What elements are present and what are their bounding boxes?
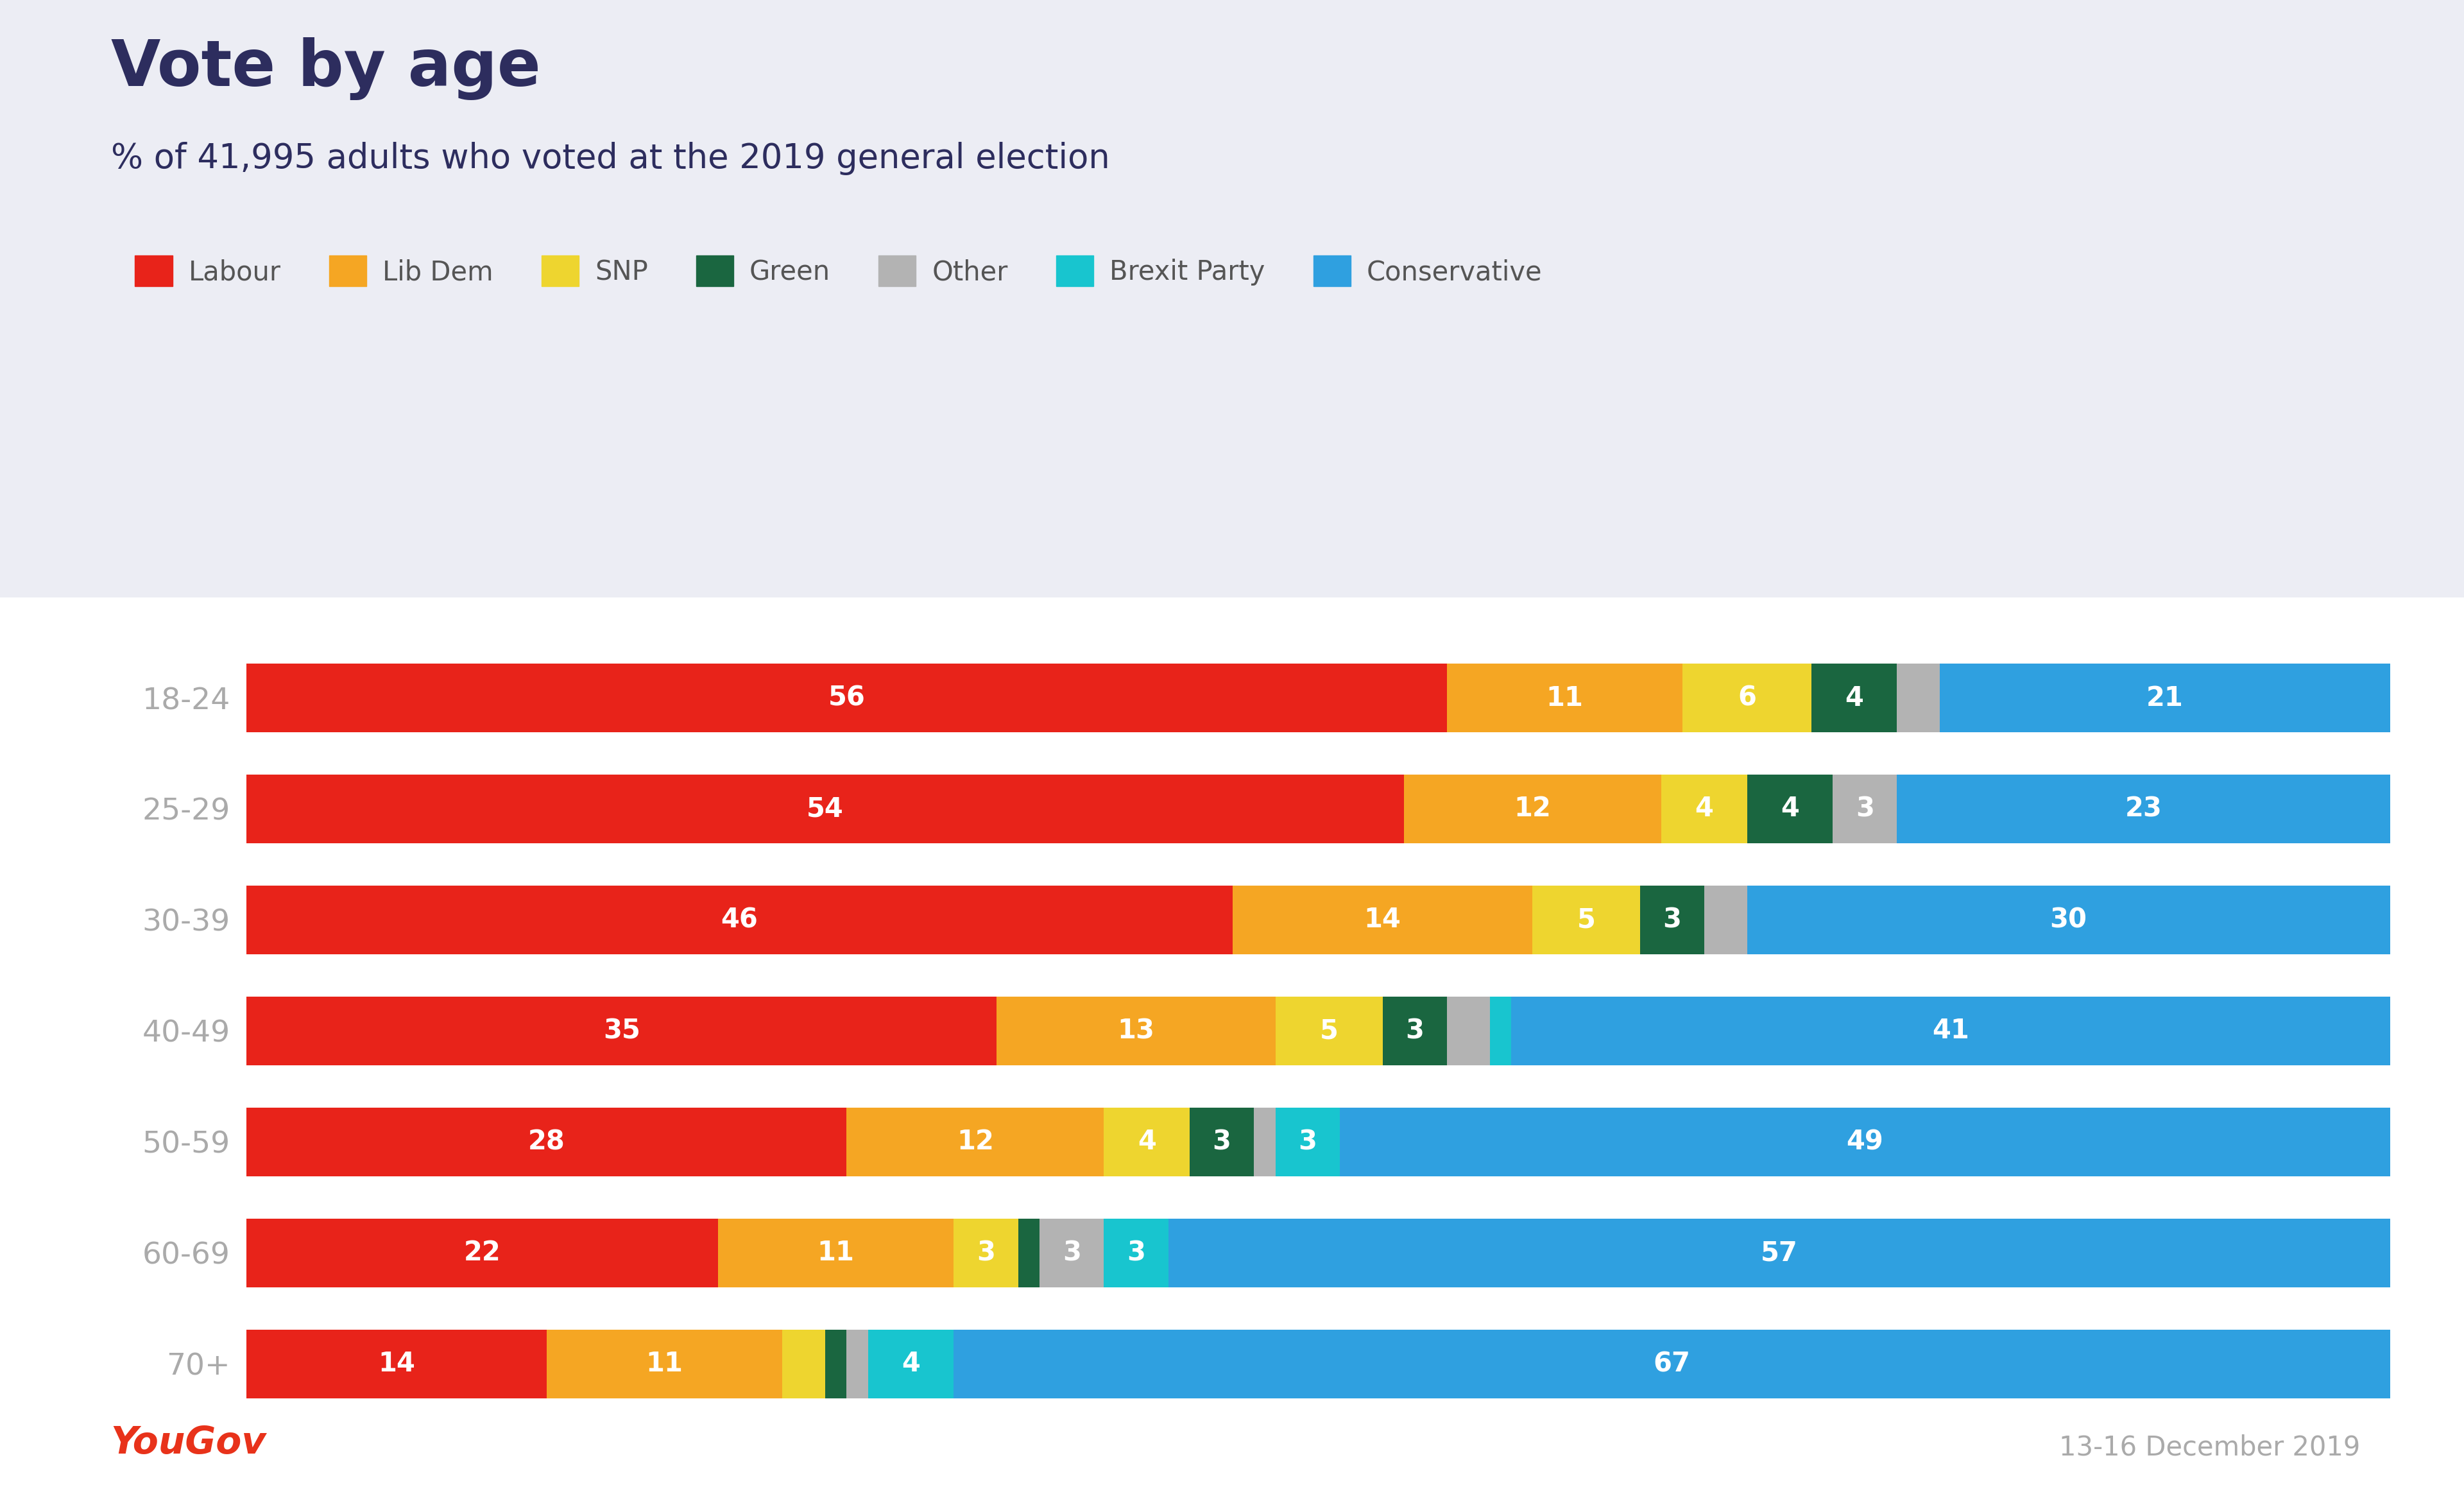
Text: 11: 11	[1545, 684, 1584, 711]
Bar	[784, 1330, 825, 1398]
Bar	[1747, 774, 1833, 843]
Bar	[246, 886, 1232, 955]
Bar	[1641, 886, 1705, 955]
Text: 41: 41	[1932, 1017, 1969, 1044]
Text: 4: 4	[1781, 795, 1799, 822]
Text: 4: 4	[1695, 795, 1712, 822]
Bar	[1533, 886, 1641, 955]
Text: 14: 14	[1365, 907, 1402, 934]
Bar	[1897, 663, 1939, 732]
Text: 3: 3	[1299, 1128, 1316, 1155]
Bar	[246, 1219, 717, 1288]
Text: 3: 3	[1404, 1017, 1424, 1044]
Bar	[1897, 774, 2390, 843]
Bar	[1104, 1219, 1168, 1288]
Bar	[954, 1330, 2390, 1398]
Text: 56: 56	[828, 684, 865, 711]
Bar	[1276, 996, 1382, 1065]
Text: 11: 11	[646, 1351, 683, 1377]
Text: 23: 23	[2124, 795, 2161, 822]
Bar	[1254, 1107, 1276, 1176]
Bar	[1811, 663, 1897, 732]
Text: 5: 5	[1577, 907, 1597, 934]
Bar	[246, 774, 1404, 843]
Text: 35: 35	[604, 1017, 641, 1044]
Text: 6: 6	[1737, 684, 1757, 711]
Bar	[848, 1107, 1104, 1176]
Bar	[1747, 886, 2390, 955]
Text: 11: 11	[818, 1240, 855, 1267]
Text: 49: 49	[1846, 1128, 1882, 1155]
Bar	[1040, 1219, 1104, 1288]
Text: 57: 57	[1762, 1240, 1799, 1267]
Text: YouGov: YouGov	[111, 1425, 266, 1461]
Bar	[1404, 774, 1661, 843]
Bar	[246, 663, 1446, 732]
Bar	[246, 1330, 547, 1398]
Text: 54: 54	[806, 795, 843, 822]
Text: 3: 3	[976, 1240, 995, 1267]
Text: 12: 12	[1513, 795, 1552, 822]
Bar	[1168, 1219, 2390, 1288]
Text: 3: 3	[1126, 1240, 1146, 1267]
Text: 13: 13	[1116, 1017, 1156, 1044]
Bar	[954, 1219, 1018, 1288]
Bar	[825, 1330, 848, 1398]
Text: 4: 4	[1846, 684, 1863, 711]
Text: % of 41,995 adults who voted at the 2019 general election: % of 41,995 adults who voted at the 2019…	[111, 142, 1109, 175]
Bar	[1340, 1107, 2390, 1176]
Bar	[1446, 663, 1683, 732]
Text: 14: 14	[377, 1351, 414, 1377]
Text: 3: 3	[1212, 1128, 1232, 1155]
Bar	[1018, 1219, 1040, 1288]
Text: 3: 3	[1062, 1240, 1082, 1267]
Text: 3: 3	[1663, 907, 1680, 934]
Text: 28: 28	[527, 1128, 564, 1155]
Text: 3: 3	[1855, 795, 1875, 822]
Bar	[1446, 996, 1491, 1065]
Bar	[1190, 1107, 1254, 1176]
Text: Vote by age: Vote by age	[111, 37, 540, 100]
Bar	[717, 1219, 954, 1288]
Bar	[1491, 996, 1510, 1065]
Text: 4: 4	[1138, 1128, 1156, 1155]
Bar	[867, 1330, 954, 1398]
Text: 46: 46	[722, 907, 759, 934]
Bar	[246, 1107, 848, 1176]
Bar	[1833, 774, 1897, 843]
Bar	[1683, 663, 1811, 732]
Legend: Labour, Lib Dem, SNP, Green, Other, Brexit Party, Conservative: Labour, Lib Dem, SNP, Green, Other, Brex…	[123, 245, 1552, 297]
Bar	[848, 1330, 867, 1398]
Text: 12: 12	[956, 1128, 993, 1155]
Text: 22: 22	[463, 1240, 500, 1267]
Bar	[547, 1330, 784, 1398]
Bar	[1510, 996, 2390, 1065]
Bar	[1705, 886, 1747, 955]
Bar	[246, 996, 995, 1065]
Text: 30: 30	[2050, 907, 2087, 934]
Text: 5: 5	[1321, 1017, 1338, 1044]
Bar	[1104, 1107, 1190, 1176]
Bar	[1661, 774, 1747, 843]
Bar	[1939, 663, 2390, 732]
Text: 13-16 December 2019: 13-16 December 2019	[2060, 1434, 2361, 1461]
Bar	[1232, 886, 1533, 955]
Bar	[1276, 1107, 1340, 1176]
Bar	[995, 996, 1276, 1065]
Text: 67: 67	[1653, 1351, 1690, 1377]
Text: 4: 4	[902, 1351, 919, 1377]
Text: 21: 21	[2146, 684, 2183, 711]
Bar	[1382, 996, 1446, 1065]
